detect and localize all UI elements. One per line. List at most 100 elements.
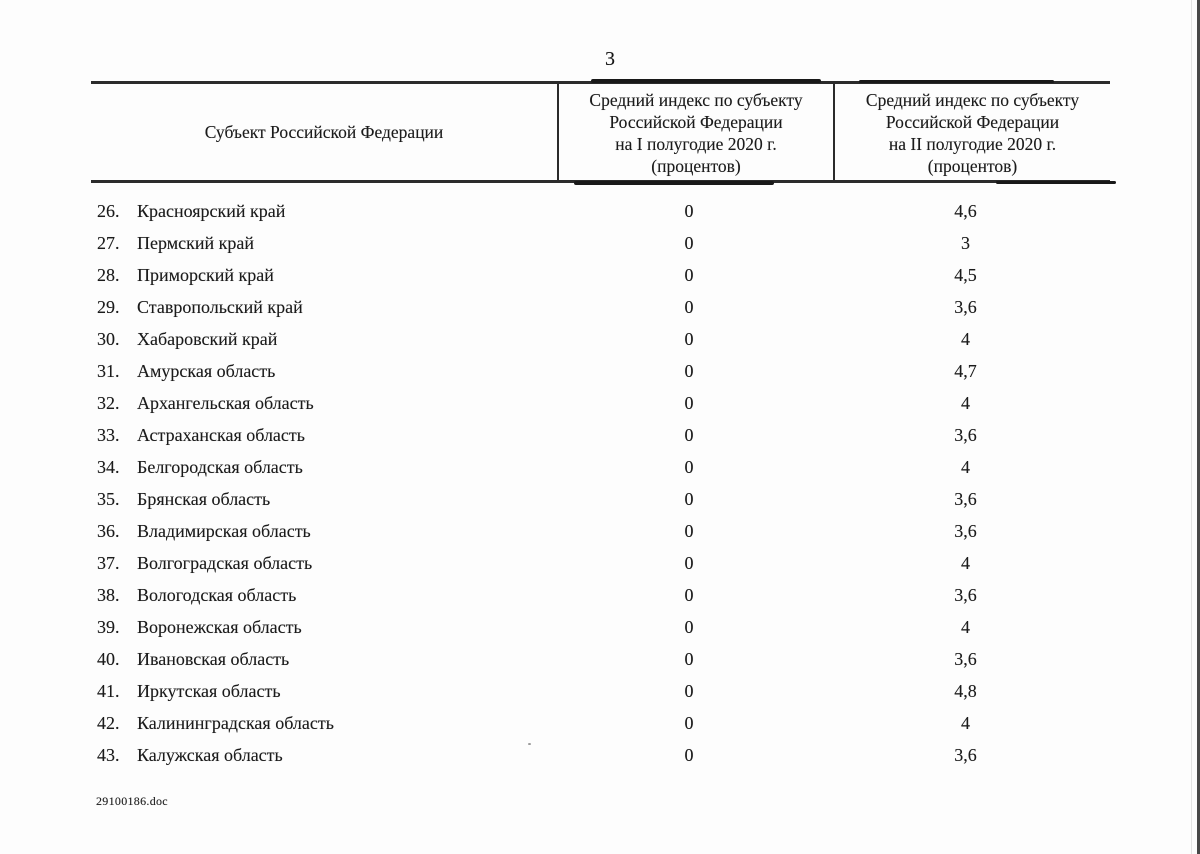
table-row: 34. Белгородская область 0 4 xyxy=(91,451,1110,483)
h2-2020-value: 3,6 xyxy=(954,488,977,509)
h1-2020-value: 0 xyxy=(684,424,694,445)
ink-smudge xyxy=(591,79,821,83)
h2-2020-value: 4,7 xyxy=(954,360,977,381)
header-line: Российской Федерации xyxy=(609,112,783,132)
table-row: 28. Приморский край 0 4,5 xyxy=(91,259,1110,291)
ink-smudge xyxy=(574,181,774,185)
footer-filename: 29100186.doc xyxy=(96,794,168,808)
row-number: 32. xyxy=(97,392,120,413)
table-row: 39. Воронежская область 0 4 xyxy=(91,611,1110,643)
table-row: 29. Ставропольский край 0 3,6 xyxy=(91,291,1110,323)
row-number: 26. xyxy=(97,200,120,221)
h2-2020-value: 4 xyxy=(961,456,970,477)
h2-2020-value: 4 xyxy=(961,712,970,733)
h2-2020-value: 4,5 xyxy=(954,264,977,285)
table-row: 35. Брянская область 0 3,6 xyxy=(91,483,1110,515)
row-number: 31. xyxy=(97,360,120,381)
h1-2020-value: 0 xyxy=(684,488,694,509)
header-col-index-h1-2020: Средний индекс по субъекту Российской Фе… xyxy=(557,84,833,180)
region-name: Пермский край xyxy=(137,232,254,253)
region-name: Воронежская область xyxy=(137,616,302,637)
header-line: Российской Федерации xyxy=(885,112,1060,132)
table-row: 38. Вологодская область 0 3,6 xyxy=(91,579,1110,611)
region-name: Хабаровский край xyxy=(137,328,278,349)
scan-edge-artifact xyxy=(1191,0,1192,854)
region-name: Иркутская область xyxy=(137,680,281,701)
row-number: 34. xyxy=(97,456,120,477)
row-number: 29. xyxy=(97,296,120,317)
h1-2020-value: 0 xyxy=(684,264,694,285)
h2-2020-value: 3,6 xyxy=(954,584,977,605)
region-name: Приморский край xyxy=(137,264,274,285)
table-row: 36. Владимирская область 0 3,6 xyxy=(91,515,1110,547)
region-name: Ивановская область xyxy=(137,648,290,669)
h1-2020-value: 0 xyxy=(684,232,694,253)
h1-2020-value: 0 xyxy=(684,648,694,669)
h1-2020-value: 0 xyxy=(684,328,694,349)
row-number: 28. xyxy=(97,264,120,285)
row-number: 41. xyxy=(97,680,120,701)
ink-smudge xyxy=(859,80,1054,83)
h1-2020-value: 0 xyxy=(684,712,694,733)
table-row: 33. Астраханская область 0 3,6 xyxy=(91,419,1110,451)
table-row: 42. Калининградская область 0 4 xyxy=(91,707,1110,739)
region-name: Белгородская область xyxy=(137,456,303,477)
h2-2020-value: 3,6 xyxy=(954,744,977,765)
h2-2020-value: 3,6 xyxy=(954,424,977,445)
table-body: 26. Красноярский край 0 4,6 27. Пермский… xyxy=(91,195,1110,771)
h2-2020-value: 4 xyxy=(961,392,970,413)
row-number: 35. xyxy=(97,488,120,509)
row-number: 37. xyxy=(97,552,120,573)
h1-2020-value: 0 xyxy=(684,360,694,381)
h1-2020-value: 0 xyxy=(684,552,694,573)
h2-2020-value: 3 xyxy=(961,232,970,253)
row-number: 27. xyxy=(97,232,120,253)
header-line: Средний индекс по субъекту xyxy=(589,90,803,110)
table-row: 31. Амурская область 0 4,7 xyxy=(91,355,1110,387)
h1-2020-value: 0 xyxy=(684,200,694,221)
table-row: 32. Архангельская область 0 4 xyxy=(91,387,1110,419)
scan-speck xyxy=(528,743,531,745)
header-col-index-h2-2020: Средний индекс по субъекту Российской Фе… xyxy=(833,84,1110,180)
h2-2020-value: 4 xyxy=(961,616,970,637)
table-row: 26. Красноярский край 0 4,6 xyxy=(91,195,1110,227)
table-row: 43. Калужская область 0 3,6 xyxy=(91,739,1110,771)
row-number: 42. xyxy=(97,712,120,733)
header-line: (процентов) xyxy=(651,156,741,176)
h2-2020-value: 4,6 xyxy=(954,200,977,221)
region-name: Владимирская область xyxy=(137,520,311,541)
h2-2020-value: 4,8 xyxy=(954,680,977,701)
row-number: 38. xyxy=(97,584,120,605)
page-number: 3 xyxy=(605,48,615,70)
header-line: Средний индекс по субъекту xyxy=(865,90,1080,110)
ink-smudge xyxy=(996,181,1116,184)
h1-2020-value: 0 xyxy=(684,520,694,541)
row-number: 33. xyxy=(97,424,120,445)
region-name: Калужская область xyxy=(137,744,283,765)
region-name: Волгоградская область xyxy=(137,552,313,573)
row-number: 36. xyxy=(97,520,120,541)
table-row: 40. Ивановская область 0 3,6 xyxy=(91,643,1110,675)
scan-edge-artifact xyxy=(1197,0,1200,854)
header-col-subject: Субъект Российской Федерации xyxy=(91,84,557,180)
h1-2020-value: 0 xyxy=(684,392,694,413)
h1-2020-value: 0 xyxy=(684,744,694,765)
h2-2020-value: 3,6 xyxy=(954,296,977,317)
row-number: 43. xyxy=(97,744,120,765)
region-name: Астраханская область xyxy=(137,424,305,445)
region-name: Ставропольский край xyxy=(137,296,303,317)
region-name: Брянская область xyxy=(137,488,271,509)
h2-2020-value: 4 xyxy=(961,328,970,349)
row-number: 40. xyxy=(97,648,120,669)
h1-2020-value: 0 xyxy=(684,456,694,477)
h2-2020-value: 3,6 xyxy=(954,648,977,669)
h2-2020-value: 3,6 xyxy=(954,520,977,541)
region-name: Калининградская область xyxy=(137,712,334,733)
h2-2020-value: 4 xyxy=(961,552,970,573)
region-name: Амурская область xyxy=(137,360,276,381)
h1-2020-value: 0 xyxy=(684,296,694,317)
table-row: 37. Волгоградская область 0 4 xyxy=(91,547,1110,579)
header-line: на II полугодие 2020 г. xyxy=(888,134,1057,154)
header-col-subject-label: Субъект Российской Федерации xyxy=(204,122,444,142)
table-row: 41. Иркутская область 0 4,8 xyxy=(91,675,1110,707)
